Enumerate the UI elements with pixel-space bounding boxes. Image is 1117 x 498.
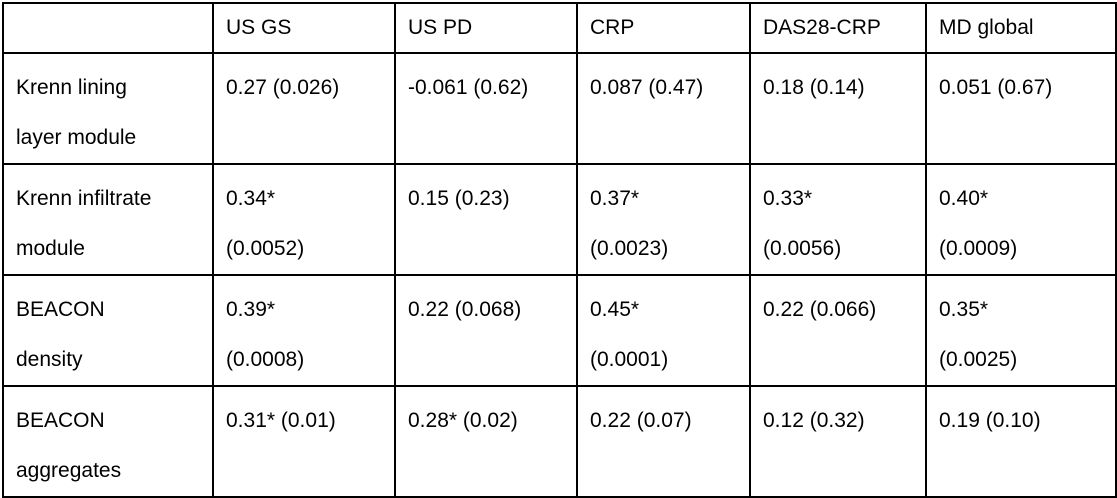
cell-value-line xyxy=(763,335,919,384)
row-label: BEACON aggregates xyxy=(2,385,214,498)
cell-value-line xyxy=(226,113,388,162)
table-cell: 0.18 (0.14) xyxy=(749,52,927,165)
cell-value-line xyxy=(590,446,743,495)
table-cell: 0.15 (0.23) xyxy=(394,163,578,276)
column-header-das28-crp: DAS28-CRP xyxy=(749,2,927,54)
table-cell: 0.33* (0.0056) xyxy=(749,163,927,276)
cell-value-line: 0.22 (0.07) xyxy=(590,409,692,432)
table-cell: 0.22 (0.07) xyxy=(576,385,751,498)
row-label-line: Krenn infiltrate xyxy=(16,187,152,210)
table-cell: 0.39* (0.0008) xyxy=(212,274,396,387)
table-cell: 0.27 (0.026) xyxy=(212,52,396,165)
table-cell: 0.051 (0.67) xyxy=(925,52,1117,165)
table-cell: 0.40* (0.0009) xyxy=(925,163,1117,276)
table-cell: 0.28* (0.02) xyxy=(394,385,578,498)
cell-value-line xyxy=(408,446,570,495)
cell-value-line: 0.18 (0.14) xyxy=(763,76,865,99)
column-header-us-pd: US PD xyxy=(394,2,578,54)
table-cell: 0.34* (0.0052) xyxy=(212,163,396,276)
table-cell: 0.31* (0.01) xyxy=(212,385,396,498)
row-label-line: module xyxy=(16,237,85,260)
cell-value-line: (0.0052) xyxy=(226,237,305,260)
table-cell: 0.22 (0.066) xyxy=(749,274,927,387)
cell-value-line: (0.0009) xyxy=(939,237,1018,260)
row-label-line: aggregates xyxy=(16,459,122,482)
cell-value-line: 0.051 (0.67) xyxy=(939,76,1053,99)
table-cell: 0.37* (0.0023) xyxy=(576,163,751,276)
cell-value-line: (0.0008) xyxy=(226,348,305,371)
row-label-line: Krenn lining xyxy=(16,76,127,99)
row-label: Krenn lining layer module xyxy=(2,52,214,165)
cell-value-line: 0.35* xyxy=(939,298,989,321)
table-cell: 0.45* (0.0001) xyxy=(576,274,751,387)
table-cell: 0.35* (0.0025) xyxy=(925,274,1117,387)
row-label: BEACON density xyxy=(2,274,214,387)
column-header-crp: CRP xyxy=(576,2,751,54)
cell-value-line xyxy=(763,113,919,162)
cell-value-line: (0.0056) xyxy=(763,237,842,260)
cell-value-line: 0.12 (0.32) xyxy=(763,409,865,432)
table-row: BEACON aggregates 0.31* (0.01) 0.28* (0.… xyxy=(2,385,1117,498)
table-row: BEACON density 0.39* (0.0008) 0.22 (0.06… xyxy=(2,274,1117,387)
cell-value-line: (0.0023) xyxy=(590,237,669,260)
cell-value-line xyxy=(408,224,570,273)
column-header-empty xyxy=(2,2,214,54)
row-label-line: BEACON xyxy=(16,409,105,432)
cell-value-line: 0.34* xyxy=(226,187,276,210)
table-cell: 0.12 (0.32) xyxy=(749,385,927,498)
row-label: Krenn infiltrate module xyxy=(2,163,214,276)
cell-value-line: 0.087 (0.47) xyxy=(590,76,704,99)
cell-value-line xyxy=(226,446,388,495)
table-cell: 0.087 (0.47) xyxy=(576,52,751,165)
cell-value-line: 0.27 (0.026) xyxy=(226,76,340,99)
cell-value-line xyxy=(408,335,570,384)
table-cell: 0.19 (0.10) xyxy=(925,385,1117,498)
cell-value-line: 0.40* xyxy=(939,187,989,210)
table-row: Krenn infiltrate module 0.34* (0.0052) 0… xyxy=(2,163,1117,276)
row-label-line: density xyxy=(16,348,83,371)
cell-value-line: 0.45* xyxy=(590,298,640,321)
cell-value-line xyxy=(939,113,1109,162)
cell-value-line xyxy=(939,446,1109,495)
cell-value-line xyxy=(590,113,743,162)
cell-value-line: 0.22 (0.068) xyxy=(408,298,522,321)
row-label-line: layer module xyxy=(16,126,137,149)
cell-value-line: 0.22 (0.066) xyxy=(763,298,877,321)
cell-value-line: 0.31* (0.01) xyxy=(226,409,336,432)
table-header-row: US GS US PD CRP DAS28-CRP MD global xyxy=(2,2,1117,54)
cell-value-line: -0.061 (0.62) xyxy=(408,76,529,99)
cell-value-line: 0.33* xyxy=(763,187,813,210)
cell-value-line: (0.0001) xyxy=(590,348,669,371)
row-label-line: BEACON xyxy=(16,298,105,321)
cell-value-line xyxy=(408,113,570,162)
table-row: Krenn lining layer module 0.27 (0.026) -… xyxy=(2,52,1117,165)
table-cell: 0.22 (0.068) xyxy=(394,274,578,387)
table-cell: -0.061 (0.62) xyxy=(394,52,578,165)
cell-value-line: 0.19 (0.10) xyxy=(939,409,1041,432)
cell-value-line: 0.39* xyxy=(226,298,276,321)
cell-value-line: 0.28* (0.02) xyxy=(408,409,518,432)
cell-value-line xyxy=(763,446,919,495)
cell-value-line: 0.37* xyxy=(590,187,640,210)
column-header-us-gs: US GS xyxy=(212,2,396,54)
cell-value-line: 0.15 (0.23) xyxy=(408,187,510,210)
column-header-md-global: MD global xyxy=(925,2,1117,54)
cell-value-line: (0.0025) xyxy=(939,348,1018,371)
